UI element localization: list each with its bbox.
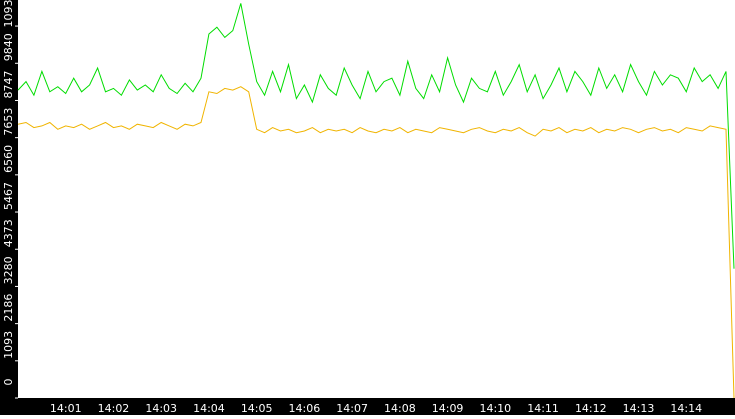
series-line [17,86,735,399]
x-tick-label: 14:10 [479,402,511,415]
x-tick-label: 14:13 [623,402,655,415]
x-tick-label: 14:06 [289,402,321,415]
y-tick-label: 7653 [2,108,15,136]
x-tick-label: 14:01 [50,402,82,415]
x-tick-label: 14:03 [145,402,177,415]
x-tick-label: 14:12 [575,402,607,415]
x-tick-label: 14:04 [193,402,225,415]
y-tick-label: 4373 [2,219,15,247]
x-tick-label: 14:08 [384,402,416,415]
y-tick-label: 6560 [2,145,15,173]
series-line [17,3,735,269]
x-tick-label: 14:07 [336,402,368,415]
y-tick-label: 2186 [2,294,15,322]
y-tick-label: 1093 [2,331,15,359]
y-tick-label: 10934 [2,0,15,28]
y-tick-label: 0 [2,379,15,386]
x-tick-label: 14:05 [241,402,273,415]
x-tick-label: 14:09 [432,402,464,415]
x-tick-label: 14:14 [670,402,702,415]
y-tick-label: 5467 [2,182,15,210]
x-tick-label: 14:02 [98,402,130,415]
y-axis-strip [0,0,18,415]
y-tick-label: 8747 [2,70,15,98]
y-tick-label: 3280 [2,256,15,284]
y-tick-label: 9840 [2,33,15,61]
x-axis-strip [0,398,735,415]
x-tick-label: 14:11 [527,402,559,415]
